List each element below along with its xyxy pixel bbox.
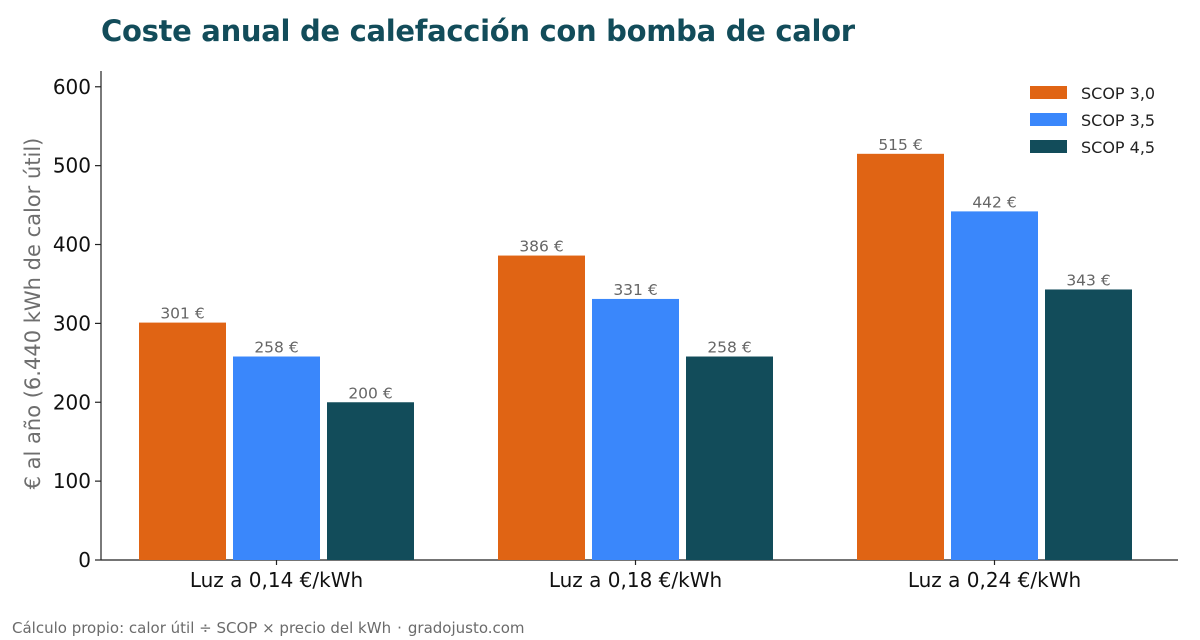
bar-value-label: 515 €	[878, 136, 922, 154]
bar	[951, 211, 1038, 560]
legend-label: SCOP 4,5	[1081, 138, 1155, 157]
bar	[1045, 289, 1132, 560]
y-tick-label: 0	[78, 548, 91, 572]
bar	[592, 298, 679, 560]
chart-title: Coste anual de calefacción con bomba de …	[101, 14, 855, 48]
footer-separator: ·	[397, 619, 402, 637]
x-tick-label: Luz a 0,18 €/kWh	[549, 568, 722, 592]
y-tick-label: 200	[53, 390, 91, 414]
footer-note: Cálculo propio: calor útil ÷ SCOP × prec…	[12, 619, 525, 637]
bar	[327, 402, 414, 560]
bar-value-label: 386 €	[519, 238, 563, 256]
legend-label: SCOP 3,5	[1081, 111, 1155, 130]
legend-label: SCOP 3,0	[1081, 84, 1155, 103]
y-tick-label: 500	[53, 154, 91, 178]
y-tick-label: 400	[53, 233, 91, 257]
bar	[498, 255, 585, 561]
x-tick-label: Luz a 0,14 €/kWh	[190, 568, 363, 592]
y-tick-label: 300	[53, 311, 91, 335]
bar-value-label: 258 €	[254, 339, 298, 357]
bar-value-label: 301 €	[160, 305, 204, 323]
bar-value-label: 331 €	[613, 281, 657, 299]
bar	[686, 356, 773, 560]
footer-site: gradojusto.com	[407, 619, 525, 637]
footer-source: Cálculo propio: calor útil ÷ SCOP × prec…	[12, 619, 392, 637]
y-axis-label: € al año (6.440 kWh de calor útil)	[21, 138, 45, 490]
y-tick-label: 600	[53, 75, 91, 99]
bar	[857, 153, 944, 560]
bar-value-label: 442 €	[972, 193, 1016, 211]
legend-swatch	[1030, 86, 1067, 99]
legend-swatch	[1030, 140, 1067, 153]
legend-swatch	[1030, 113, 1067, 126]
bar-value-label: 200 €	[348, 384, 392, 402]
bar	[139, 322, 226, 560]
bar	[233, 356, 320, 560]
y-tick-label: 100	[53, 469, 91, 493]
bar-value-label: 258 €	[707, 339, 751, 357]
x-tick-label: Luz a 0,24 €/kWh	[908, 568, 1081, 592]
bar-value-label: 343 €	[1066, 271, 1110, 289]
